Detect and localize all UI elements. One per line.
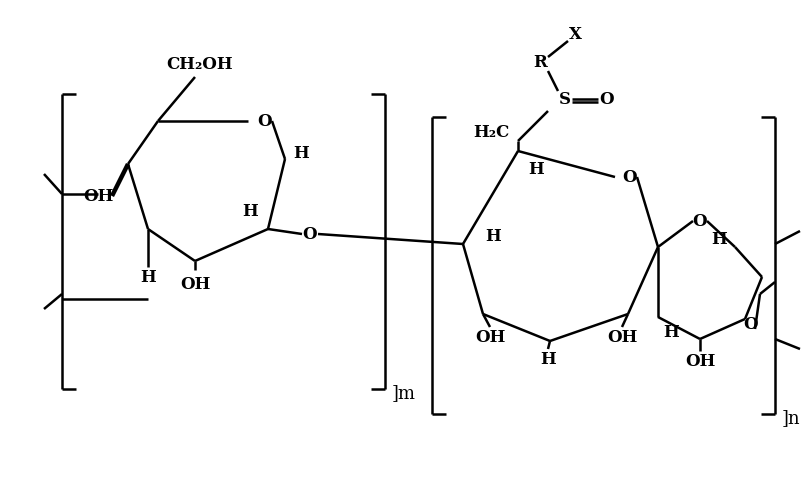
Text: S: S xyxy=(558,91,570,108)
Text: OH: OH xyxy=(606,329,637,346)
Text: O: O xyxy=(692,213,706,230)
Text: O: O xyxy=(303,226,317,243)
Text: OH: OH xyxy=(179,276,210,293)
Text: ]n: ]n xyxy=(781,408,800,426)
Text: H₂C: H₂C xyxy=(473,124,509,141)
Text: O: O xyxy=(622,169,637,186)
Text: H: H xyxy=(140,269,156,286)
Text: O: O xyxy=(257,113,272,130)
Text: OH: OH xyxy=(83,188,113,205)
Text: H: H xyxy=(293,145,308,162)
Text: X: X xyxy=(568,26,581,43)
Text: H: H xyxy=(484,228,500,245)
Text: H: H xyxy=(710,231,726,248)
Text: H: H xyxy=(539,351,556,368)
Text: R: R xyxy=(533,54,546,71)
Text: CH₂OH: CH₂OH xyxy=(166,57,233,73)
Text: H: H xyxy=(242,203,258,220)
Text: OH: OH xyxy=(474,329,504,346)
Text: O: O xyxy=(599,91,614,108)
Text: H: H xyxy=(663,324,678,341)
Text: OH: OH xyxy=(684,353,714,370)
Text: O: O xyxy=(743,316,757,333)
Text: ]m: ]m xyxy=(392,383,415,401)
Text: H: H xyxy=(527,161,543,178)
